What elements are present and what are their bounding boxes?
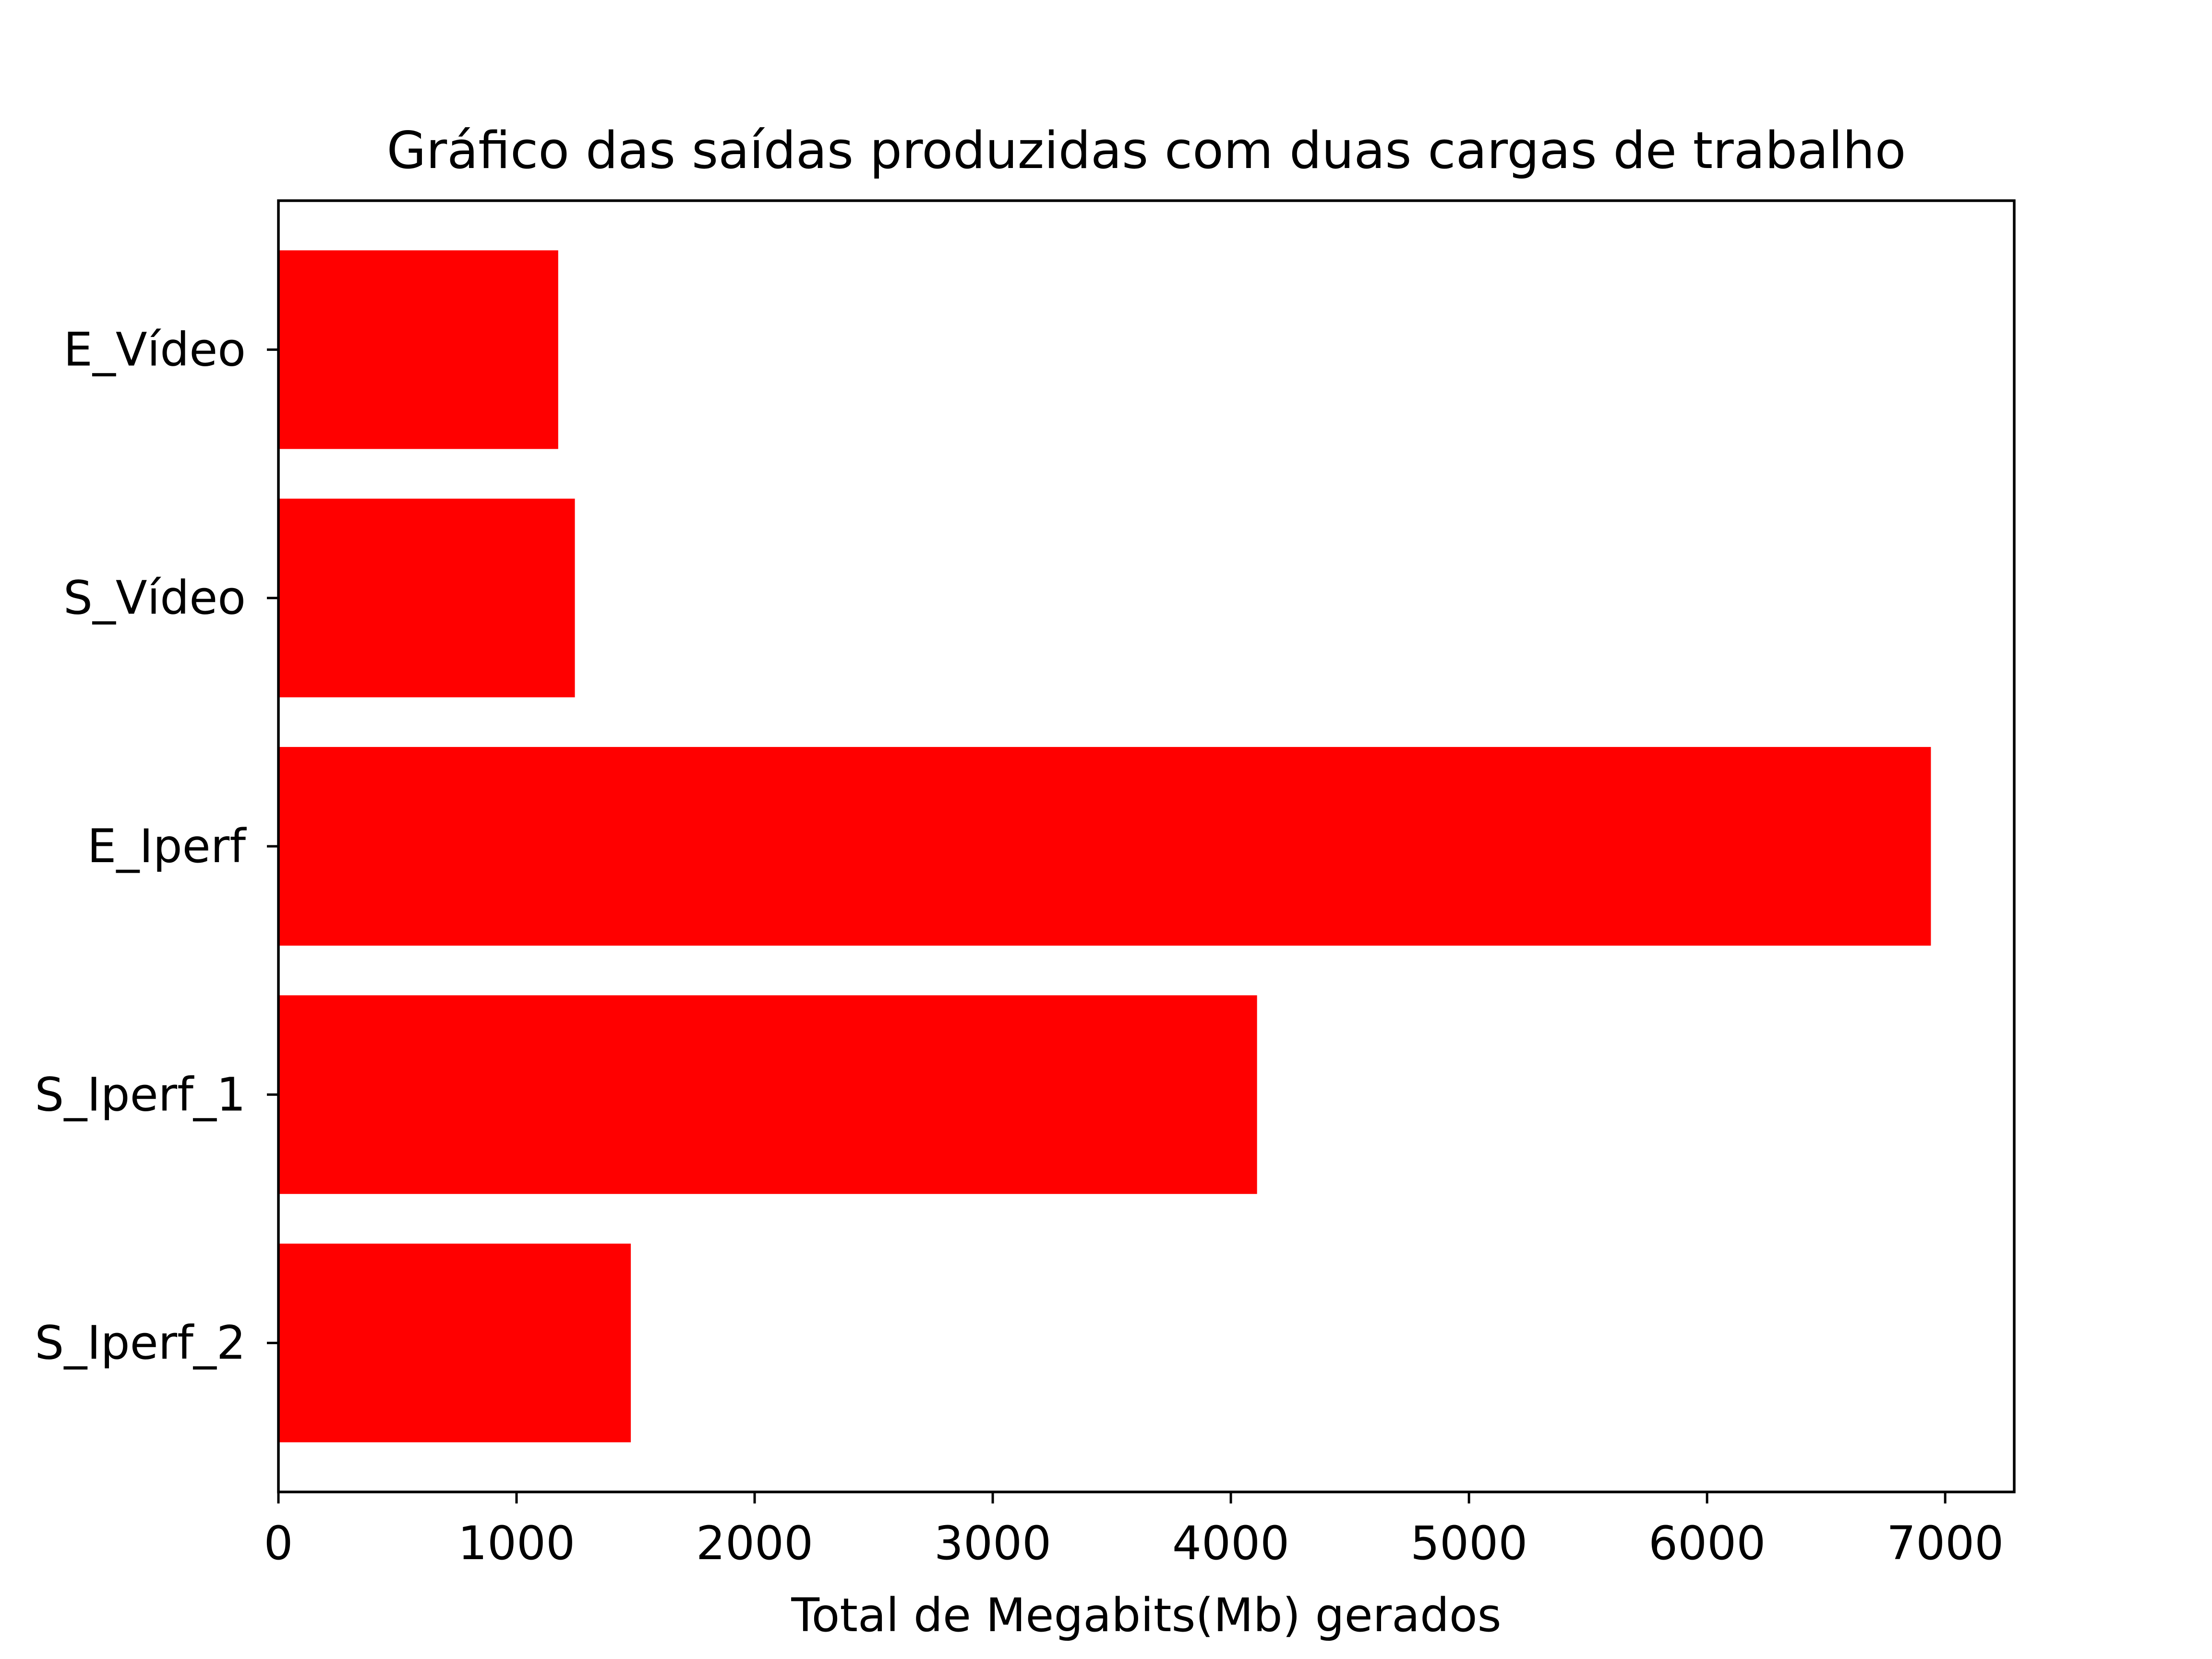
- x-tick-label: 3000: [934, 1516, 1051, 1570]
- plot-area-frame: [277, 199, 2016, 1493]
- x-tick-label: 2000: [696, 1516, 813, 1570]
- x-axis-label: Total de Megabits(Mb) gerados: [791, 1588, 1501, 1642]
- y-tick-label: S_Iperf_1: [35, 1068, 246, 1121]
- bar-e-v-deo: [278, 250, 558, 449]
- x-tick-label: 7000: [1887, 1516, 2004, 1570]
- bar-s-iperf-1: [278, 995, 1257, 1194]
- y-tick-label: E_Iperf: [87, 819, 247, 873]
- y-tick-label: E_Vídeo: [63, 323, 246, 376]
- x-tick-label: 4000: [1172, 1516, 1289, 1570]
- bar-e-iperf: [278, 747, 1931, 946]
- y-tick-label: S_Vídeo: [63, 571, 246, 625]
- chart-title: Gráfico das saídas produzidas com duas c…: [387, 121, 1906, 180]
- bar-s-iperf-2: [278, 1243, 631, 1443]
- bar-s-v-deo: [278, 498, 575, 697]
- y-tick-label: S_Iperf_2: [35, 1316, 246, 1370]
- x-tick-label: 1000: [458, 1516, 575, 1570]
- x-tick-label: 5000: [1410, 1516, 1527, 1570]
- x-tick-label: 0: [264, 1516, 293, 1570]
- bars-group: [278, 250, 1931, 1443]
- x-tick-label: 6000: [1648, 1516, 1766, 1570]
- ticks-group: E_Vídeo S_Vídeo E_Iperf S_Iperf_1 S_Iperf_2 0…: [35, 323, 2004, 1570]
